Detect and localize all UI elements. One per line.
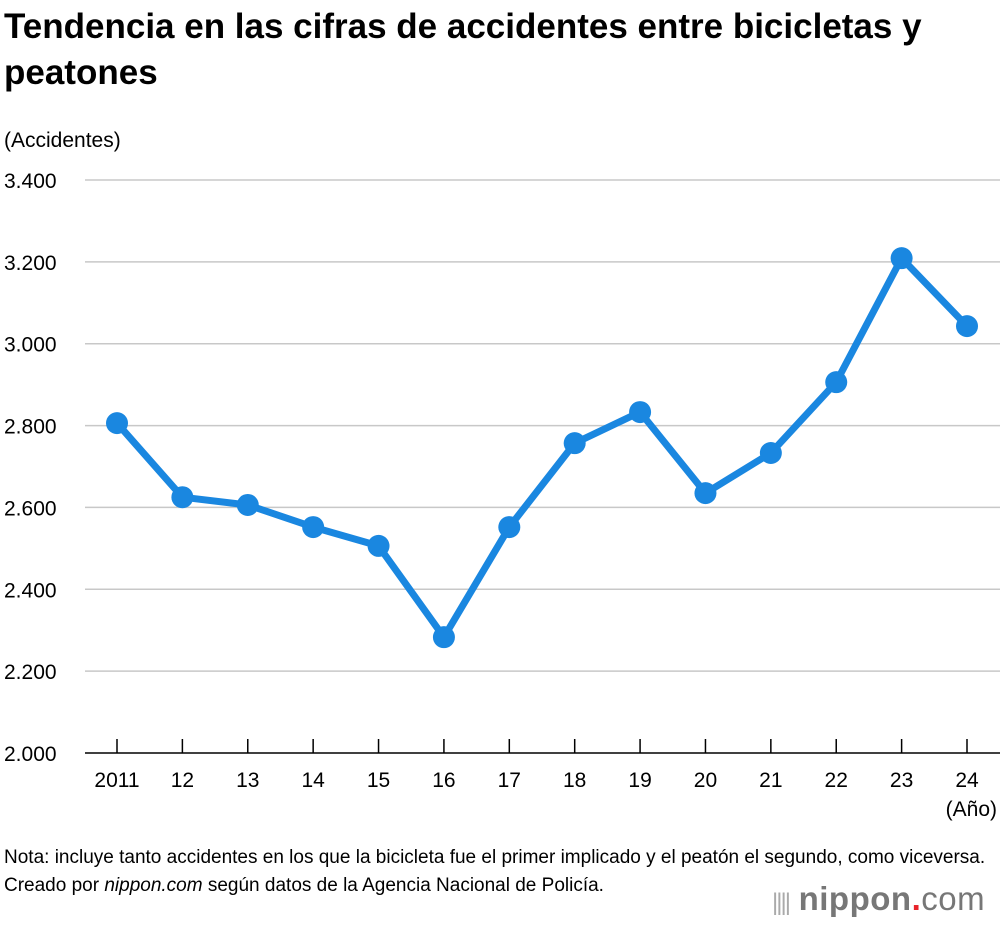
y-tick-label: 2.200 xyxy=(4,661,57,684)
y-tick-label: 2.600 xyxy=(4,497,57,520)
data-point xyxy=(171,486,194,509)
x-tick-label: 14 xyxy=(301,769,325,792)
series-line xyxy=(114,254,970,641)
x-tick-label: 19 xyxy=(628,769,651,792)
data-point xyxy=(498,516,521,539)
y-axis-label: (Accidentes) xyxy=(4,129,121,152)
chart-title: Tendencia en las cifras de accidentes en… xyxy=(4,7,922,92)
x-axis-label: (Año) xyxy=(946,798,997,821)
x-tick-label: 17 xyxy=(498,769,521,792)
data-point xyxy=(694,482,717,505)
nippon-logo: |||| nippon.com xyxy=(772,880,986,917)
x-tick-label: 24 xyxy=(955,769,979,792)
line-chart: 2.000 2.200 2.400 2.600 2.800 3.000 3.200 3.400… xyxy=(4,129,1000,821)
x-tick-label: 13 xyxy=(236,769,259,792)
note-text-end: según datos de la Agencia Nacional de Po… xyxy=(202,875,604,896)
y-tick-label: 3.000 xyxy=(4,334,57,357)
data-point xyxy=(432,626,455,649)
x-tick-label: 2011 xyxy=(94,769,139,792)
y-tick-label: 3.200 xyxy=(4,252,57,275)
data-point xyxy=(825,371,848,394)
data-point xyxy=(563,432,586,455)
data-point xyxy=(629,401,652,424)
x-tick-label: 15 xyxy=(367,769,390,792)
note-source: nippon.com xyxy=(104,875,203,896)
data-point xyxy=(236,493,259,516)
x-tick-label: 20 xyxy=(694,769,717,792)
x-tick-label: 12 xyxy=(171,769,194,792)
data-point xyxy=(956,315,978,338)
chart-note: Nota: incluye tanto accidentes en los qu… xyxy=(4,844,994,900)
data-point xyxy=(890,247,913,270)
x-tick-label: 16 xyxy=(432,769,455,792)
data-point xyxy=(302,516,325,539)
y-tick-label: 2.400 xyxy=(4,579,57,602)
data-point xyxy=(106,412,128,435)
y-tick-label: 2.000 xyxy=(4,743,57,766)
x-tick-label: 18 xyxy=(563,769,586,792)
data-point xyxy=(759,441,782,464)
data-point xyxy=(367,534,390,557)
x-tick-label: 22 xyxy=(825,769,848,792)
x-tick-label: 21 xyxy=(759,769,782,792)
y-tick-label: 2.800 xyxy=(4,416,57,439)
y-tick-label: 3.400 xyxy=(4,170,57,193)
x-tick-label: 23 xyxy=(890,769,913,792)
note-text: Nota: incluye tanto accidentes en los qu… xyxy=(4,847,986,896)
